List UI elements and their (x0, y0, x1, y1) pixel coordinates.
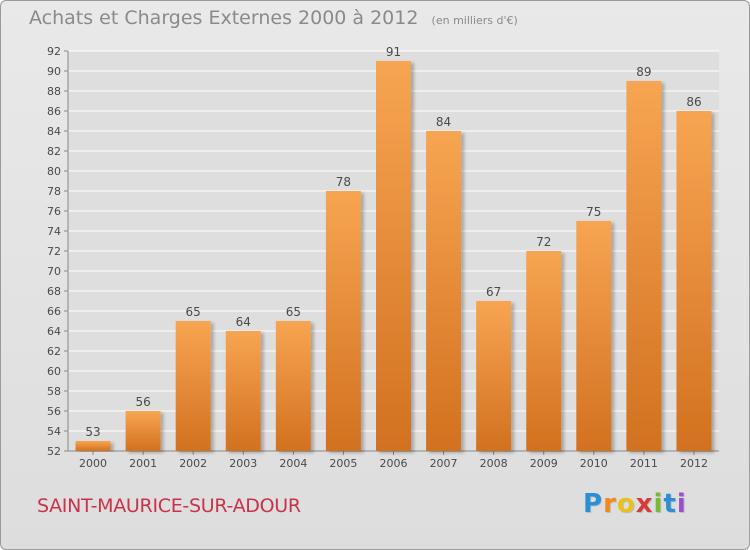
logo-letter: r (603, 489, 617, 519)
y-tick-label: 68 (47, 285, 61, 298)
x-tick-label: 2005 (329, 457, 357, 470)
data-label-2003: 64 (236, 315, 251, 329)
x-tick-label: 2012 (680, 457, 708, 470)
chart-title: Achats et Charges Externes 2000 à 2012 (29, 7, 419, 29)
bar-2012 (676, 111, 712, 451)
data-label-2006: 91 (386, 45, 401, 59)
bar-layer (75, 61, 712, 451)
y-tick-label: 54 (47, 425, 61, 438)
bar-2005 (325, 191, 361, 451)
y-tick-label: 86 (47, 105, 61, 118)
x-tick-label: 2002 (179, 457, 207, 470)
data-label-2007: 84 (436, 115, 451, 129)
y-tick-label: 60 (47, 365, 61, 378)
bar-2000 (75, 441, 111, 451)
logo-letter: i (653, 489, 664, 519)
data-label-2011: 89 (636, 65, 651, 79)
bar-2006 (376, 61, 411, 451)
y-tick-label: 90 (47, 65, 61, 78)
y-tick-label: 82 (47, 145, 61, 158)
bar-2001 (125, 411, 161, 451)
x-tick-label: 2000 (79, 457, 107, 470)
bar-2008 (476, 301, 512, 451)
data-label-2012: 86 (686, 95, 701, 109)
bar-2011 (626, 81, 662, 451)
data-label-2004: 65 (286, 305, 301, 319)
x-tick-label: 2010 (580, 457, 608, 470)
y-tick-label: 76 (47, 205, 61, 218)
y-tick-label: 84 (47, 125, 61, 138)
logo-letter: t (663, 489, 677, 519)
y-tick-label: 58 (47, 385, 61, 398)
x-tick-label: 2011 (630, 457, 658, 470)
x-tick-label: 2007 (430, 457, 458, 470)
logo-letter: x (635, 489, 654, 519)
bar-2004 (275, 321, 311, 451)
y-tick-label: 74 (47, 225, 61, 238)
logo-letter: P (583, 489, 604, 519)
y-tick-label: 56 (47, 405, 61, 418)
y-tick-label: 78 (47, 185, 61, 198)
y-tick-label: 80 (47, 165, 61, 178)
y-tick-label: 62 (47, 345, 61, 358)
x-tick-label: 2009 (530, 457, 558, 470)
axis-layer: 52 54 56 58 60 62 64 66 68 70 72 74 76 78 80 82 84 86 88 90… (47, 45, 719, 470)
chart-subtitle: (en milliers d'€) (431, 14, 518, 27)
title-row: Achats et Charges Externes 2000 à 2012 (… (29, 7, 518, 29)
data-label-2009: 72 (536, 235, 551, 249)
x-tick-label: 2003 (229, 457, 257, 470)
y-tick-label: 88 (47, 85, 61, 98)
bar-2010 (576, 221, 612, 451)
bar-2002 (175, 321, 211, 451)
logo-letter: i (676, 489, 687, 519)
proxiti-logo[interactable]: Proxiti (583, 489, 687, 519)
x-tick-label: 2004 (279, 457, 307, 470)
x-tick-label: 2001 (129, 457, 157, 470)
logo-letter: o (616, 489, 636, 519)
bar-2007 (426, 131, 462, 451)
y-tick-label: 92 (47, 45, 61, 58)
y-tick-label: 72 (47, 245, 61, 258)
x-tick-label: 2006 (380, 457, 408, 470)
label-layer: 53 56 65 64 65 78 91 84 67 72 75 89 86 (85, 45, 701, 439)
data-label-2008: 67 (486, 285, 501, 299)
bar-2003 (225, 331, 261, 451)
data-label-2000: 53 (85, 425, 100, 439)
data-label-2001: 56 (135, 395, 150, 409)
x-tick-label: 2008 (480, 457, 508, 470)
bar-2009 (526, 251, 562, 451)
y-tick-label: 52 (47, 445, 61, 458)
data-label-2010: 75 (586, 205, 601, 219)
y-tick-label: 64 (47, 325, 61, 338)
data-label-2005: 78 (336, 175, 351, 189)
data-label-2002: 65 (186, 305, 201, 319)
y-tick-label: 70 (47, 265, 61, 278)
y-tick-label: 66 (47, 305, 61, 318)
city-name: SAINT-MAURICE-SUR-ADOUR (37, 495, 301, 517)
